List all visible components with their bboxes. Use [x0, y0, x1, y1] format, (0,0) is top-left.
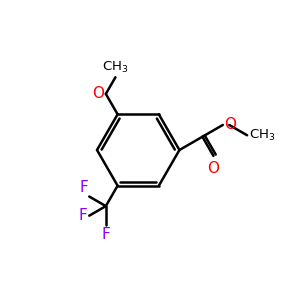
Text: F: F — [101, 227, 110, 242]
Text: F: F — [79, 180, 88, 195]
Text: O: O — [207, 161, 219, 176]
Text: F: F — [78, 208, 87, 223]
Text: CH$_3$: CH$_3$ — [102, 60, 129, 75]
Text: CH$_3$: CH$_3$ — [249, 128, 275, 143]
Text: O: O — [92, 86, 104, 101]
Text: O: O — [224, 118, 236, 133]
